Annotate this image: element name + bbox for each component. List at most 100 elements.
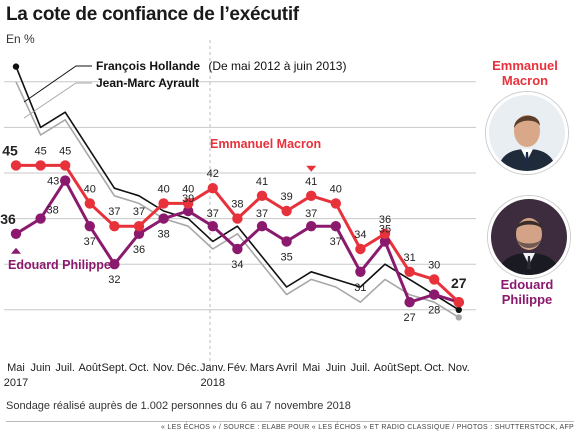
value-label-philippe-8: 37 <box>207 208 219 220</box>
x-tick-5: Oct. <box>129 362 149 374</box>
point-edouard-philippe-0 <box>10 228 22 239</box>
chart-subtitle: En % <box>6 32 35 46</box>
x-tick-0: Mai <box>7 362 25 374</box>
x-tick-4: Sept. <box>102 362 128 374</box>
value-label-macron-1: 45 <box>34 145 46 157</box>
point-jean-marc-ayrault-18 <box>455 314 462 321</box>
x-tick-17: Oct. <box>424 362 444 374</box>
value-label-macron-9: 38 <box>231 199 243 211</box>
series-markers <box>11 165 317 254</box>
x-tick-10: Mars <box>250 362 275 374</box>
value-labels: 45 45 45 40 37 37 40 40 42 38 41 39 41 40 34 36 31 30 27 36… <box>0 142 467 324</box>
chart-title: La cote de confiance de l’exécutif <box>6 4 299 25</box>
point-edouard-philippe-6 <box>158 213 169 224</box>
footer-divider <box>6 421 574 422</box>
point-emmanuel-macron-4 <box>109 221 120 232</box>
value-label-macron-4: 37 <box>108 206 120 218</box>
x-tick-2: Juil. <box>55 362 75 374</box>
value-label-philippe-13: 37 <box>330 236 342 248</box>
x-tick-18: Nov. <box>448 362 470 374</box>
value-label-philippe-1: 38 <box>46 205 58 217</box>
point-emmanuel-macron-0 <box>10 160 22 171</box>
x-tick-3: Août <box>78 362 101 374</box>
series-label-macron: Emmanuel Macron <box>210 137 321 151</box>
point-emmanuel-macron-12 <box>306 190 317 201</box>
value-label-philippe-12: 37 <box>305 208 317 220</box>
value-label-macron-14: 34 <box>354 229 366 241</box>
portrait-label-macron-line1: Emmanuel <box>492 58 558 73</box>
point-edouard-philippe-10 <box>256 221 268 232</box>
point-edouard-philippe-15 <box>379 236 391 247</box>
value-label-macron-5: 37 <box>133 206 145 218</box>
legend-hollande-leader <box>23 65 92 103</box>
value-label-philippe-2: 43 <box>47 176 59 188</box>
value-label-macron-12: 41 <box>305 176 317 188</box>
value-label-philippe-6: 38 <box>157 229 169 241</box>
portrait-macron <box>486 92 568 174</box>
series-lines <box>15 66 460 319</box>
value-label-philippe-3: 37 <box>84 236 96 248</box>
value-label-philippe-17: 28 <box>428 305 440 317</box>
series-points <box>10 63 464 321</box>
point-edouard-philippe-2 <box>59 175 71 186</box>
value-label-philippe-14: 31 <box>354 282 366 294</box>
point-emmanuel-macron-2 <box>59 160 71 171</box>
value-label-philippe-9: 34 <box>231 259 243 271</box>
x-year-2018: 2018 <box>201 377 225 389</box>
value-label-philippe-10: 37 <box>256 208 268 220</box>
legend-hollande: François Hollande (De mai 2012 à juin 20… <box>96 59 346 73</box>
legend-ayrault: Jean-Marc Ayrault <box>96 76 199 90</box>
x-tick-12: Mai <box>302 362 320 374</box>
value-label-macron-0: 45 <box>2 142 18 158</box>
point-emmanuel-macron-15 <box>379 228 391 239</box>
value-label-philippe-4: 32 <box>108 274 120 286</box>
value-label-macron-7: 40 <box>182 183 194 195</box>
portrait-label-macron: Emmanuel Macron <box>480 58 570 88</box>
point-emmanuel-macron-18 <box>453 297 464 308</box>
point-emmanuel-macron-11 <box>281 205 292 217</box>
x-tick-6: Nov. <box>153 362 175 374</box>
value-label-philippe-11: 35 <box>280 251 292 263</box>
legend-hollande-note: (De mai 2012 à juin 2013) <box>208 59 346 73</box>
point-emmanuel-macron-17 <box>429 274 440 285</box>
value-label-macron-3: 40 <box>84 183 96 195</box>
marker-emmanuel-macron <box>306 165 317 172</box>
survey-note: Sondage réalisé auprès de 1.002 personne… <box>6 400 351 412</box>
value-label-macron-17: 30 <box>428 259 440 271</box>
x-tick-14: Juil. <box>351 362 371 374</box>
point-emmanuel-macron-9 <box>232 213 243 224</box>
legend-hollande-name: François Hollande <box>96 59 200 73</box>
series-label-philippe: Edouard Philippe <box>8 258 111 272</box>
portrait-label-philippe: Edouard Philippe <box>482 277 572 307</box>
point-edouard-philippe-4 <box>109 259 120 270</box>
value-label-macron-11: 39 <box>280 191 292 203</box>
point-emmanuel-macron-7 <box>183 198 194 209</box>
portrait-label-philippe-line1: Edouard <box>500 277 554 292</box>
value-label-philippe-0: 36 <box>0 211 16 227</box>
value-label-philippe-16: 27 <box>403 312 415 324</box>
portrait-label-macron-line2: Macron <box>501 73 549 88</box>
line-chart: 45 45 45 40 37 37 40 40 42 38 41 39 41 40 34 36 31 30 27 36… <box>0 40 476 389</box>
point-emmanuel-macron-1 <box>35 160 46 171</box>
portrait-label-philippe-line2: Philippe <box>501 292 553 307</box>
point-edouard-philippe-7 <box>183 205 194 217</box>
point-emmanuel-macron-5 <box>133 221 145 232</box>
x-tick-11: Avril <box>276 362 297 374</box>
value-label-macron-2: 45 <box>59 145 71 157</box>
point-francois-hollande-0 <box>12 63 20 70</box>
point-emmanuel-macron-3 <box>84 198 96 209</box>
point-edouard-philippe-5 <box>133 228 145 239</box>
point-edouard-philippe-16 <box>404 297 415 308</box>
point-edouard-philippe-3 <box>84 221 96 232</box>
point-edouard-philippe-11 <box>281 236 292 247</box>
point-edouard-philippe-13 <box>330 221 341 232</box>
value-label-macron-6: 40 <box>157 183 169 195</box>
x-year-2017: 2017 <box>4 377 28 389</box>
x-tick-7: Déc. <box>177 362 200 374</box>
x-tick-9: Fév. <box>227 362 248 374</box>
grid-lines <box>4 81 476 311</box>
value-label-philippe-15: 35 <box>379 223 391 235</box>
portrait-philippe <box>488 196 570 278</box>
x-tick-13: Juin <box>326 362 346 374</box>
line-francois-hollande <box>15 66 460 311</box>
